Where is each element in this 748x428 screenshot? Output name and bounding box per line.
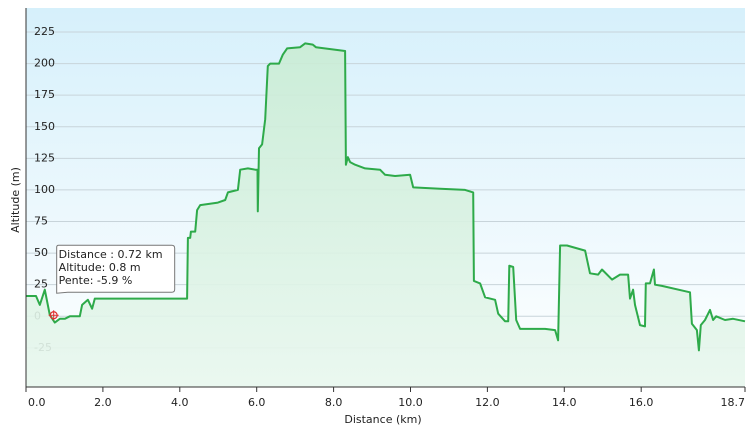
y-tick-label: 200 xyxy=(34,57,55,70)
y-tick-label: 25 xyxy=(34,278,48,291)
tooltip-text: Altitude: 0.8 m xyxy=(59,261,141,274)
x-tick-label: 18.7 xyxy=(721,396,746,409)
x-tick-label: 8.0 xyxy=(325,396,343,409)
x-tick-label: 12.0 xyxy=(475,396,500,409)
x-axis-title: Distance (km) xyxy=(344,413,421,426)
y-tick-label: 100 xyxy=(34,183,55,196)
profile-line xyxy=(26,42,746,352)
x-tick-label: 16.0 xyxy=(629,396,654,409)
x-tick-label: 10.0 xyxy=(398,396,423,409)
y-tick-label: 75 xyxy=(34,215,48,228)
x-tick-label: 4.0 xyxy=(171,396,189,409)
x-tick-label: 0.0 xyxy=(28,396,46,409)
area-fill xyxy=(26,43,745,388)
tooltip-text: Pente: -5.9 % xyxy=(59,274,133,287)
x-tick-label: 6.0 xyxy=(248,396,266,409)
y-tick-label: 225 xyxy=(34,25,55,38)
x-tick-label: 14.0 xyxy=(552,396,577,409)
tooltip-box xyxy=(56,244,176,294)
y-tick-label: 125 xyxy=(34,151,55,164)
y-tick-label: 150 xyxy=(34,120,55,133)
y-tick-label: 175 xyxy=(34,88,55,101)
y-tick-label: 50 xyxy=(34,246,48,259)
tooltip-text: Distance : 0.72 km xyxy=(59,248,163,261)
y-axis-title: Altitude (m) xyxy=(9,167,22,233)
marker-cross xyxy=(48,310,59,321)
x-tick-label: 2.0 xyxy=(94,396,112,409)
